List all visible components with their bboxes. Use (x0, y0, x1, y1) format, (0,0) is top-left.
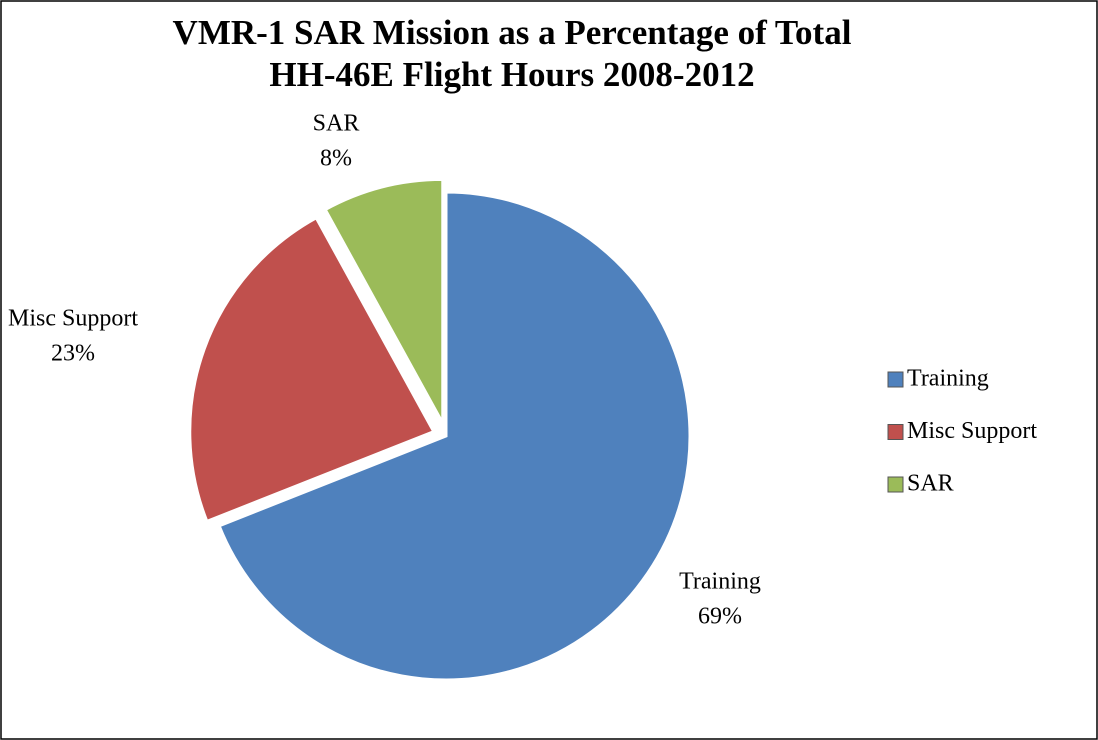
legend-swatch (887, 424, 904, 440)
pie-slice (188, 215, 436, 524)
slice-label-value: 69% (698, 604, 742, 630)
slice-label-name: Training (679, 569, 761, 595)
pie-slice (323, 177, 445, 425)
slice-label-name: SAR (313, 111, 360, 137)
slice-label-value: 23% (51, 341, 95, 367)
pie-slice (217, 190, 692, 682)
legend-swatch (887, 476, 904, 493)
legend-label: Misc Support (907, 418, 1037, 444)
legend-label: Training (907, 366, 989, 392)
chart-title: VMR-1 SAR Mission as a Percentage of Tot… (173, 13, 852, 52)
slice-label-name: Misc Support (8, 306, 138, 332)
slice-label-value: 8% (320, 146, 352, 172)
chart-title: HH-46E Flight Hours 2008-2012 (269, 55, 754, 94)
legend-swatch (887, 371, 904, 388)
legend-label: SAR (907, 471, 954, 497)
